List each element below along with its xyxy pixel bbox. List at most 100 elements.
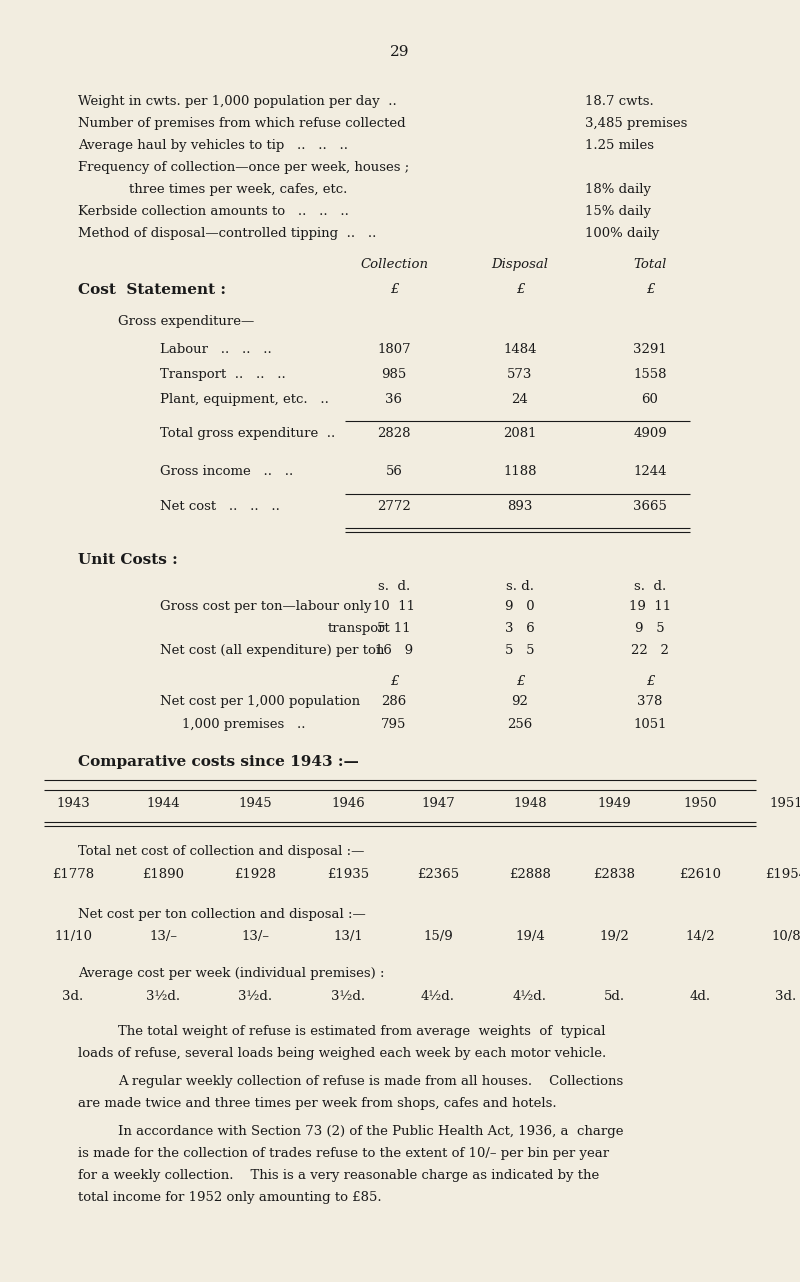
Text: 18% daily: 18% daily xyxy=(585,183,651,196)
Text: 9   5: 9 5 xyxy=(635,622,665,635)
Text: 1,000 premises   ..: 1,000 premises .. xyxy=(182,718,305,731)
Text: 1948: 1948 xyxy=(513,797,547,810)
Text: Average cost per week (individual premises) :: Average cost per week (individual premis… xyxy=(78,967,385,979)
Text: 5d.: 5d. xyxy=(603,990,625,1003)
Text: 10/8: 10/8 xyxy=(771,929,800,944)
Text: £: £ xyxy=(390,283,398,296)
Text: Total gross expenditure  ..: Total gross expenditure .. xyxy=(160,427,335,440)
Text: 24: 24 xyxy=(512,394,528,406)
Text: £: £ xyxy=(646,676,654,688)
Text: 4d.: 4d. xyxy=(690,990,710,1003)
Text: 4½d.: 4½d. xyxy=(513,990,547,1003)
Text: Disposal: Disposal xyxy=(491,258,549,271)
Text: 1558: 1558 xyxy=(634,368,666,381)
Text: 60: 60 xyxy=(642,394,658,406)
Text: 9   0: 9 0 xyxy=(505,600,535,613)
Text: £2838: £2838 xyxy=(593,868,635,881)
Text: Labour   ..   ..   ..: Labour .. .. .. xyxy=(160,344,272,356)
Text: 4909: 4909 xyxy=(633,427,667,440)
Text: 19/2: 19/2 xyxy=(599,929,629,944)
Text: 18.7 cwts.: 18.7 cwts. xyxy=(585,95,654,108)
Text: 378: 378 xyxy=(638,695,662,708)
Text: £1928: £1928 xyxy=(234,868,276,881)
Text: £1954: £1954 xyxy=(765,868,800,881)
Text: loads of refuse, several loads being weighed each week by each motor vehicle.: loads of refuse, several loads being wei… xyxy=(78,1047,606,1060)
Text: 10  11: 10 11 xyxy=(373,600,415,613)
Text: 100% daily: 100% daily xyxy=(585,227,659,240)
Text: 1188: 1188 xyxy=(503,465,537,478)
Text: 1807: 1807 xyxy=(377,344,411,356)
Text: Gross expenditure—: Gross expenditure— xyxy=(118,315,254,328)
Text: Unit Costs :: Unit Costs : xyxy=(78,553,178,567)
Text: s.  d.: s. d. xyxy=(634,579,666,594)
Text: £: £ xyxy=(516,283,524,296)
Text: 3½d.: 3½d. xyxy=(146,990,180,1003)
Text: 985: 985 xyxy=(382,368,406,381)
Text: 5   5: 5 5 xyxy=(506,644,534,656)
Text: total income for 1952 only amounting to £85.: total income for 1952 only amounting to … xyxy=(78,1191,382,1204)
Text: 1946: 1946 xyxy=(331,797,365,810)
Text: 1951: 1951 xyxy=(769,797,800,810)
Text: Cost  Statement :: Cost Statement : xyxy=(78,283,226,297)
Text: 893: 893 xyxy=(507,500,533,513)
Text: 3665: 3665 xyxy=(633,500,667,513)
Text: A regular weekly collection of refuse is made from all houses.    Collections: A regular weekly collection of refuse is… xyxy=(118,1076,623,1088)
Text: 15% daily: 15% daily xyxy=(585,205,651,218)
Text: 256: 256 xyxy=(507,718,533,731)
Text: 14/2: 14/2 xyxy=(685,929,715,944)
Text: 3d.: 3d. xyxy=(775,990,797,1003)
Text: Total: Total xyxy=(634,258,666,271)
Text: 13/–: 13/– xyxy=(241,929,269,944)
Text: 795: 795 xyxy=(382,718,406,731)
Text: Net cost per ton collection and disposal :—: Net cost per ton collection and disposal… xyxy=(78,908,366,920)
Text: 1944: 1944 xyxy=(146,797,180,810)
Text: 2772: 2772 xyxy=(377,500,411,513)
Text: Average haul by vehicles to tip   ..   ..   ..: Average haul by vehicles to tip .. .. .. xyxy=(78,138,348,153)
Text: Kerbside collection amounts to   ..   ..   ..: Kerbside collection amounts to .. .. .. xyxy=(78,205,349,218)
Text: Transport  ..   ..   ..: Transport .. .. .. xyxy=(160,368,286,381)
Text: In accordance with Section 73 (2) of the Public Health Act, 1936, a  charge: In accordance with Section 73 (2) of the… xyxy=(118,1126,623,1138)
Text: 13/–: 13/– xyxy=(149,929,177,944)
Text: 15/9: 15/9 xyxy=(423,929,453,944)
Text: Frequency of collection—once per week, houses ;: Frequency of collection—once per week, h… xyxy=(78,162,410,174)
Text: are made twice and three times per week from shops, cafes and hotels.: are made twice and three times per week … xyxy=(78,1097,557,1110)
Text: Method of disposal—controlled tipping  ..   ..: Method of disposal—controlled tipping ..… xyxy=(78,227,376,240)
Text: Net cost (all expenditure) per ton: Net cost (all expenditure) per ton xyxy=(160,644,384,656)
Text: for a weekly collection.    This is a very reasonable charge as indicated by the: for a weekly collection. This is a very … xyxy=(78,1169,599,1182)
Text: 3½d.: 3½d. xyxy=(238,990,272,1003)
Text: 16   9: 16 9 xyxy=(375,644,413,656)
Text: 3291: 3291 xyxy=(633,344,667,356)
Text: is made for the collection of trades refuse to the extent of 10/– per bin per ye: is made for the collection of trades ref… xyxy=(78,1147,609,1160)
Text: £: £ xyxy=(516,676,524,688)
Text: 11/10: 11/10 xyxy=(54,929,92,944)
Text: 92: 92 xyxy=(511,695,529,708)
Text: Total net cost of collection and disposal :—: Total net cost of collection and disposa… xyxy=(78,845,364,858)
Text: three times per week, cafes, etc.: three times per week, cafes, etc. xyxy=(78,183,347,196)
Text: £: £ xyxy=(646,283,654,296)
Text: 1947: 1947 xyxy=(421,797,455,810)
Text: 5  11: 5 11 xyxy=(377,622,411,635)
Text: 3,485 premises: 3,485 premises xyxy=(585,117,687,129)
Text: 1943: 1943 xyxy=(56,797,90,810)
Text: £2888: £2888 xyxy=(509,868,551,881)
Text: Plant, equipment, etc.   ..: Plant, equipment, etc. .. xyxy=(160,394,329,406)
Text: Gross income   ..   ..: Gross income .. .. xyxy=(160,465,294,478)
Text: 3d.: 3d. xyxy=(62,990,84,1003)
Text: Net cost per 1,000 population: Net cost per 1,000 population xyxy=(160,695,360,708)
Text: 1.25 miles: 1.25 miles xyxy=(585,138,654,153)
Text: 1945: 1945 xyxy=(238,797,272,810)
Text: £2365: £2365 xyxy=(417,868,459,881)
Text: 36: 36 xyxy=(386,394,402,406)
Text: Comparative costs since 1943 :—: Comparative costs since 1943 :— xyxy=(78,755,359,769)
Text: 1949: 1949 xyxy=(597,797,631,810)
Text: Weight in cwts. per 1,000 population per day  ..: Weight in cwts. per 1,000 population per… xyxy=(78,95,397,108)
Text: 3   6: 3 6 xyxy=(505,622,535,635)
Text: 13/1: 13/1 xyxy=(333,929,363,944)
Text: 1244: 1244 xyxy=(634,465,666,478)
Text: 29: 29 xyxy=(390,45,410,59)
Text: 56: 56 xyxy=(386,465,402,478)
Text: 19/4: 19/4 xyxy=(515,929,545,944)
Text: s.  d.: s. d. xyxy=(378,579,410,594)
Text: 286: 286 xyxy=(382,695,406,708)
Text: Collection: Collection xyxy=(360,258,428,271)
